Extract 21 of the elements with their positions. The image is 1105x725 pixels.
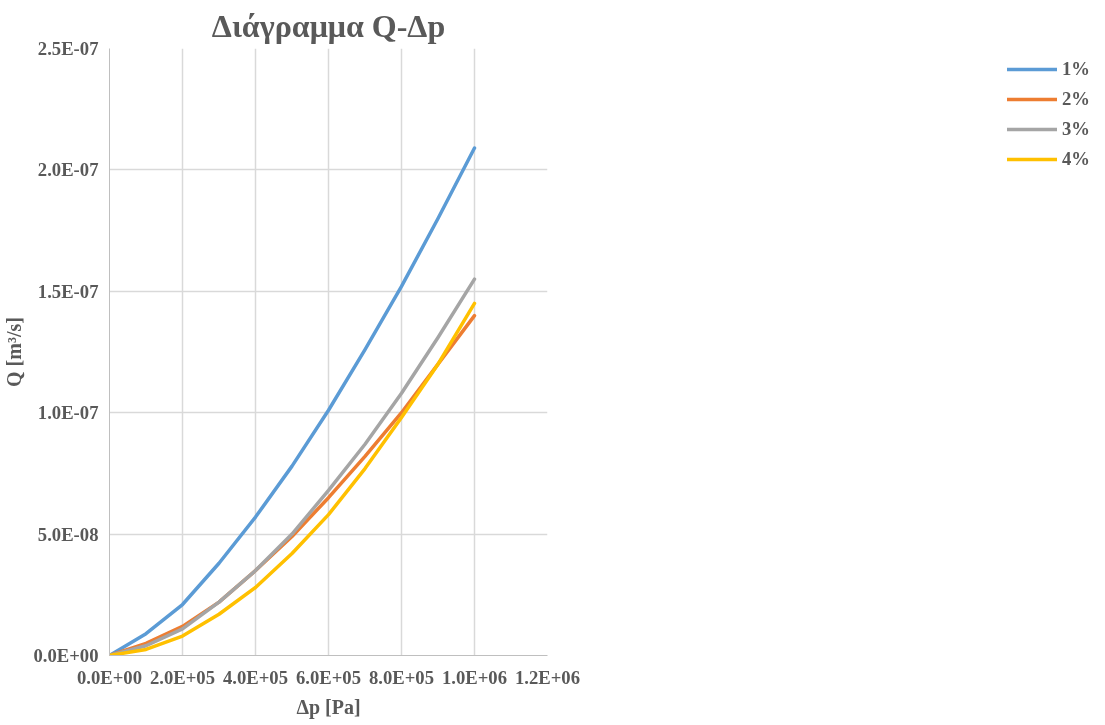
chart-title: Διάγραμμα Q-Δp (211, 7, 446, 44)
y-axis-title: Q [m³/s] (3, 317, 26, 387)
legend-label: 2% (1062, 88, 1090, 110)
line-series (109, 146, 477, 656)
y-tick-label: 1.0E-07 (37, 402, 99, 424)
x-tick-label: 4.0E+05 (222, 666, 289, 688)
x-tick-label: 6.0E+05 (295, 666, 362, 688)
x-axis-title: Δp [Pa] (296, 695, 361, 719)
y-tick-label: 1.5E-07 (37, 280, 99, 302)
y-tick-label: 5.0E-08 (37, 523, 99, 545)
x-tick-label: 0.0E+00 (76, 666, 143, 688)
x-tick-label: 1.0E+06 (441, 666, 508, 688)
x-tick-label: 1.2E+06 (514, 666, 581, 688)
legend-label: 3% (1062, 118, 1090, 140)
legend-label: 1% (1062, 58, 1090, 80)
y-tick-label: 0.0E+00 (33, 645, 99, 666)
x-tick-label: 8.0E+05 (368, 666, 435, 688)
legend-label: 4% (1062, 148, 1090, 170)
x-tick-label: 2.0E+05 (149, 666, 216, 688)
y-tick-label: 2.5E-07 (37, 38, 99, 59)
y-tick-label: 2.0E-07 (37, 159, 99, 181)
